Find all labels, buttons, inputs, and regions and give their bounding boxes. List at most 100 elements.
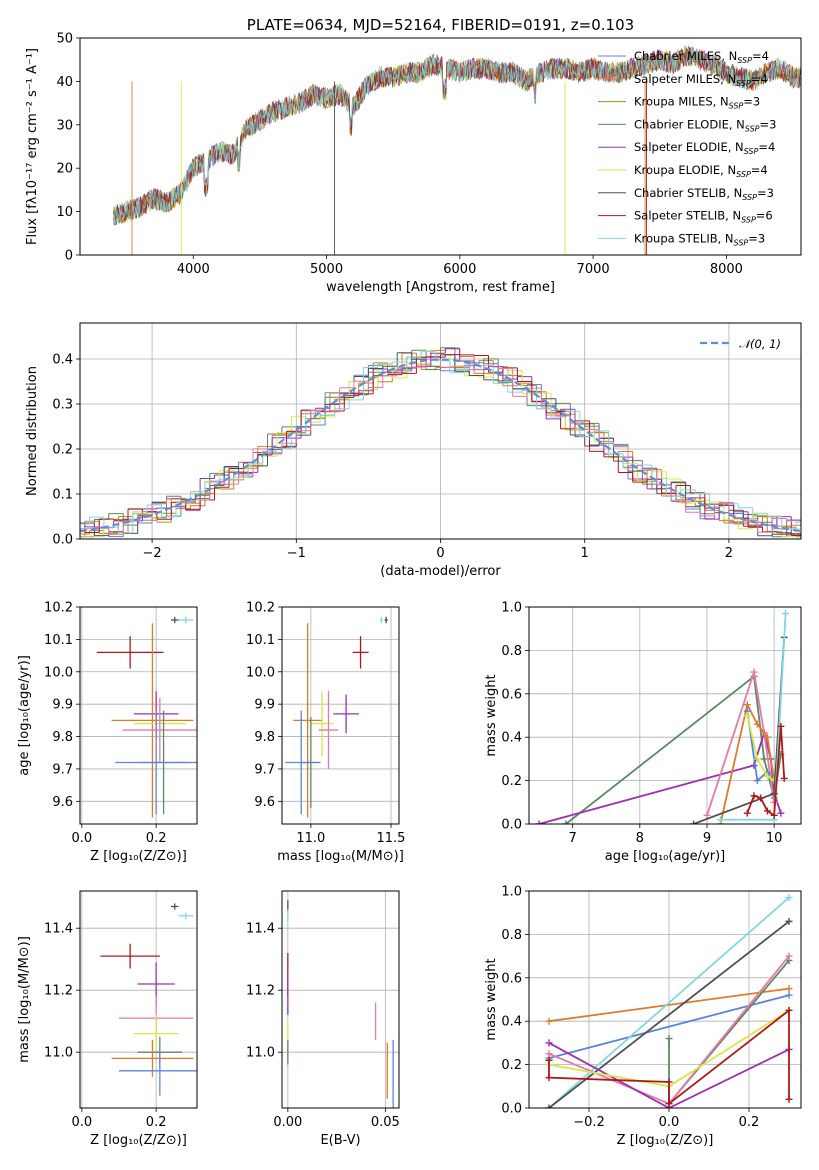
weight-marker — [760, 755, 768, 763]
weight-marker — [785, 1095, 793, 1103]
weight-marker — [785, 894, 793, 902]
weight-marker — [785, 985, 793, 993]
legend-label-text: Salpeter MILES, N — [634, 72, 736, 86]
histogram-steps — [84, 348, 792, 537]
y-axis-label: Flux [fλ10⁻¹⁷ erg cm⁻² s⁻¹ A⁻¹] — [25, 48, 40, 245]
legend-label-suffix: =4 — [751, 72, 768, 86]
weight-marker — [785, 991, 793, 999]
legend-label: Salpeter STELIB, NSSP=6 — [634, 209, 773, 225]
legend-label: Salpeter MILES, NSSP=4 — [634, 72, 768, 88]
x-axis-label: E(B-V) — [320, 1133, 360, 1148]
weight-series — [548, 987, 790, 1023]
weight-series — [746, 715, 775, 782]
weight-marker — [770, 811, 778, 819]
massweight-vs-age-panel: 7 8 9 10 0.0 0.2 0.4 0.6 0.8 1.0 age [log₁₀(age/yr… — [484, 601, 802, 864]
x-axis-label: Z [log₁₀(Z/Z⊙)] — [617, 1133, 714, 1148]
y-axis-label: age [log₁₀(age/yr)] — [17, 655, 32, 776]
y-tick-label: 0.0 — [501, 818, 522, 833]
x-tick-label: 1 — [581, 546, 589, 561]
weight-marker — [763, 772, 771, 780]
plot-area — [287, 900, 394, 1108]
y-tick-label: 11.2 — [44, 984, 73, 999]
y-tick-label: 10 — [56, 205, 73, 220]
weight-marker — [785, 917, 793, 925]
weight-series — [548, 1042, 790, 1108]
x-tick-label: 0.2 — [146, 1115, 167, 1130]
spectrum-line — [112, 47, 801, 226]
data-point — [171, 616, 179, 624]
legend-label-sub: SSP — [736, 79, 751, 88]
x-tick-label: 2 — [725, 546, 733, 561]
x-axis-label: mass [log₁₀(M/M⊙)] — [277, 849, 404, 864]
gridlines — [80, 606, 197, 824]
weight-marker — [545, 1104, 553, 1108]
x-axis-label: wavelength [Angstrom, rest frame] — [326, 280, 555, 295]
plot-area — [285, 616, 388, 818]
age-vs-z-panel: 0.0 0.2 9.6 9.7 9.8 9.9 10.0 10.1 10.2 Z [log₁₀(Z… — [17, 601, 198, 864]
axes-frame — [281, 890, 400, 1109]
weight-marker — [785, 1006, 793, 1014]
x-tick-label: 0.2 — [146, 831, 167, 846]
legend-label-text: Salpeter ELODIE, N — [634, 140, 744, 154]
y-tick-label: 11.4 — [44, 922, 73, 937]
y-tick-label: 9.9 — [52, 698, 73, 713]
y-axis-label: mass weight — [484, 958, 499, 1040]
weight-series — [706, 671, 775, 816]
x-tick-label: 8000 — [710, 262, 743, 277]
weight-marker — [785, 952, 793, 960]
legend-label-text: Kroupa ELODIE, N — [634, 163, 736, 177]
x-tick-label: 0.2 — [739, 1115, 760, 1130]
weight-series — [548, 920, 790, 1108]
y-tick-label: 11.2 — [246, 984, 275, 999]
legend-label: Chabrier MILES, NSSP=4 — [634, 49, 769, 65]
x-tick-label: 6000 — [443, 262, 476, 277]
x-tick-label: 7000 — [577, 262, 610, 277]
weight-marker — [690, 820, 698, 824]
y-tick-label: 9.7 — [52, 762, 73, 777]
data-point — [293, 623, 323, 818]
plot-area — [96, 616, 197, 818]
legend-label-suffix: =3 — [760, 117, 777, 131]
axes-frame — [79, 606, 198, 825]
legend-label: Kroupa MILES, NSSP=3 — [634, 95, 760, 111]
y-tick-label: 0.1 — [52, 488, 73, 503]
plot-area — [112, 45, 801, 255]
weight-marker — [777, 722, 785, 730]
weight-marker — [750, 792, 758, 800]
gridlines — [529, 606, 801, 825]
y-tick-label: 10.1 — [246, 633, 275, 648]
legend-label-suffix: =3 — [757, 186, 774, 200]
x-axis-label: Z [log₁₀(Z/Z⊙)] — [90, 1133, 187, 1148]
weight-series — [538, 729, 782, 824]
legend-label-suffix: =6 — [756, 209, 773, 223]
x-tick-label: 7 — [569, 831, 577, 846]
weight-marker — [535, 820, 543, 824]
x-tick-label: 8 — [636, 831, 644, 846]
weight-marker — [763, 807, 771, 815]
x-tick-label: −2 — [143, 546, 162, 561]
x-tick-label: 0.0 — [72, 1115, 93, 1130]
gridlines — [80, 891, 197, 1108]
weight-marker — [777, 809, 785, 817]
weight-series — [548, 896, 790, 1108]
legend-label-suffix: =4 — [758, 140, 775, 154]
legend-label-sub: SSP — [737, 56, 752, 65]
data-point — [96, 636, 164, 669]
weight-marker — [753, 755, 761, 763]
legend-label-sub: SSP — [736, 170, 751, 179]
plot-area — [545, 894, 793, 1108]
weight-marker — [545, 1039, 553, 1047]
spectrum-line — [113, 48, 801, 226]
weight-marker — [665, 1035, 673, 1043]
legend-label-text: Kroupa STELIB, N — [634, 231, 734, 245]
axes-frame — [79, 890, 198, 1109]
y-tick-label: 0.4 — [501, 1015, 522, 1030]
legend-label-text: Kroupa MILES, N — [634, 95, 729, 109]
legend-label-sub: SSP — [729, 102, 744, 111]
x-tick-label: 0.0 — [72, 831, 93, 846]
legend-label-text: Chabrier STELIB, N — [634, 186, 742, 200]
weight-marker — [763, 733, 771, 741]
y-tick-label: 10.0 — [246, 665, 275, 680]
y-tick-label: 0.8 — [501, 928, 522, 943]
y-tick-label: 20 — [56, 162, 73, 177]
